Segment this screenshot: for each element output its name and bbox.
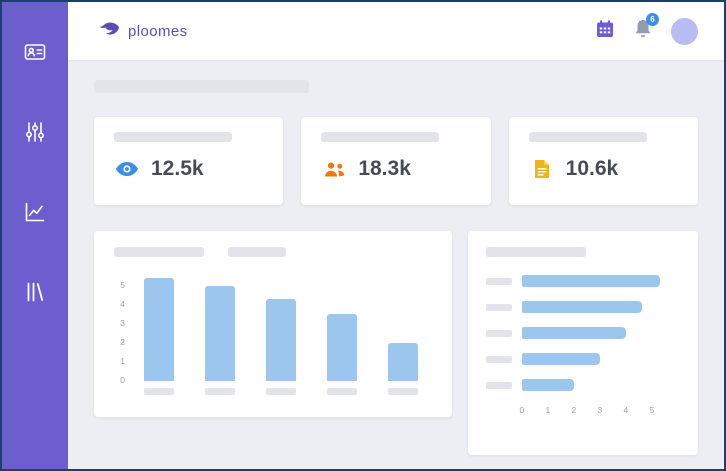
sidebar bbox=[2, 2, 68, 469]
bar-row bbox=[485, 353, 680, 365]
vertical-bars bbox=[130, 271, 432, 381]
line-chart-icon bbox=[23, 200, 47, 229]
bar bbox=[265, 299, 296, 381]
x-axis-tick: 1 bbox=[545, 405, 551, 415]
chart-title-placeholder bbox=[114, 247, 204, 257]
bar bbox=[521, 379, 574, 391]
avatar[interactable] bbox=[671, 17, 698, 45]
header: ploomes bbox=[68, 2, 724, 60]
dashboard-content: 12.5k 18.3k bbox=[68, 60, 724, 455]
main-column: ploomes bbox=[68, 2, 724, 469]
stat-card-contacts: 18.3k bbox=[301, 117, 491, 205]
vertical-bar-chart: 0 1 2 3 4 5 bbox=[114, 271, 432, 385]
page-title-placeholder bbox=[94, 80, 309, 93]
bar bbox=[521, 275, 660, 287]
bar-label-placeholder bbox=[485, 355, 512, 363]
horizontal-x-axis: 0 1 2 3 4 5 bbox=[519, 405, 680, 417]
vertical-bar-labels bbox=[130, 388, 432, 395]
x-axis-tick: 2 bbox=[571, 405, 577, 415]
stat-card-views: 12.5k bbox=[94, 117, 284, 205]
bar-label-placeholder bbox=[387, 388, 418, 395]
bar-row bbox=[485, 301, 680, 313]
notifications-button[interactable]: 6 bbox=[633, 13, 659, 44]
bar-label-placeholder bbox=[485, 381, 512, 389]
contact-card-icon bbox=[23, 40, 47, 69]
bar bbox=[521, 301, 642, 313]
library-icon bbox=[24, 281, 46, 308]
y-axis-tick: 1 bbox=[120, 356, 125, 366]
chart-subtitle-placeholder bbox=[228, 247, 286, 257]
y-axis-tick: 4 bbox=[120, 299, 125, 309]
bar-row bbox=[485, 327, 680, 339]
stat-card-documents: 10.6k bbox=[508, 117, 698, 205]
bar-label-placeholder bbox=[485, 277, 512, 285]
chart-title-placeholder bbox=[485, 247, 586, 257]
calendar-icon bbox=[595, 19, 615, 44]
bar-label-placeholder bbox=[204, 388, 235, 395]
stats-row: 12.5k 18.3k bbox=[94, 117, 698, 205]
bar bbox=[521, 353, 600, 365]
stat-label-placeholder bbox=[321, 132, 440, 142]
notification-badge: 6 bbox=[646, 13, 659, 26]
x-axis-tick: 0 bbox=[519, 405, 525, 415]
sidebar-item-filters[interactable] bbox=[19, 118, 51, 150]
stat-value: 12.5k bbox=[151, 157, 204, 180]
bar bbox=[204, 286, 235, 381]
bar-row bbox=[485, 379, 680, 391]
bar-label-placeholder bbox=[326, 388, 357, 395]
bar-label-placeholder bbox=[265, 388, 296, 395]
vertical-y-axis: 0 1 2 3 4 5 bbox=[114, 271, 130, 385]
bar bbox=[326, 314, 357, 381]
bar-label-placeholder bbox=[485, 329, 512, 337]
stat-label-placeholder bbox=[114, 132, 232, 142]
x-axis-tick: 4 bbox=[623, 405, 629, 415]
bar bbox=[387, 343, 418, 381]
calendar-button[interactable] bbox=[595, 19, 615, 44]
stat-value: 18.3k bbox=[358, 157, 411, 180]
people-icon bbox=[321, 161, 347, 178]
sidebar-item-reports[interactable] bbox=[19, 198, 51, 230]
sidebar-item-library[interactable] bbox=[19, 278, 51, 310]
brand-logo-icon bbox=[98, 20, 120, 43]
bar bbox=[521, 327, 626, 339]
eye-icon bbox=[114, 161, 140, 177]
brand[interactable]: ploomes bbox=[98, 20, 188, 43]
x-axis-tick: 3 bbox=[597, 405, 603, 415]
stat-value: 10.6k bbox=[565, 157, 619, 180]
y-axis-tick: 5 bbox=[120, 280, 125, 290]
horizontal-rows bbox=[485, 275, 680, 391]
bar-label-placeholder bbox=[144, 388, 174, 395]
x-axis-tick: 5 bbox=[649, 405, 655, 415]
stat-label-placeholder bbox=[528, 132, 647, 142]
brand-name: ploomes bbox=[128, 22, 188, 40]
y-axis-tick: 2 bbox=[120, 337, 125, 347]
charts-row: 0 1 2 3 4 5 0 1 2 3 4 5 bbox=[94, 231, 698, 455]
document-icon bbox=[529, 159, 555, 179]
horizontal-bar-chart: 0 1 2 3 4 5 bbox=[485, 275, 680, 417]
vertical-bar-chart-card: 0 1 2 3 4 5 bbox=[94, 231, 452, 417]
sidebar-item-contacts[interactable] bbox=[19, 38, 51, 70]
horizontal-bar-chart-card: 0 1 2 3 4 5 bbox=[467, 231, 698, 455]
y-axis-tick: 3 bbox=[120, 318, 125, 328]
header-actions: 6 bbox=[595, 13, 698, 45]
filters-icon bbox=[24, 121, 46, 148]
y-axis-tick: 0 bbox=[120, 375, 125, 385]
bar-row bbox=[485, 275, 680, 287]
bar bbox=[144, 278, 174, 381]
bar-label-placeholder bbox=[485, 303, 512, 311]
